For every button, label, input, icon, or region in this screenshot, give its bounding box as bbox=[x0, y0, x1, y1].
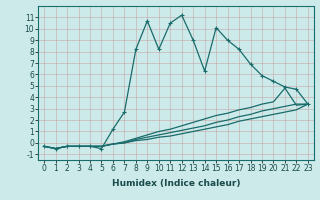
X-axis label: Humidex (Indice chaleur): Humidex (Indice chaleur) bbox=[112, 179, 240, 188]
